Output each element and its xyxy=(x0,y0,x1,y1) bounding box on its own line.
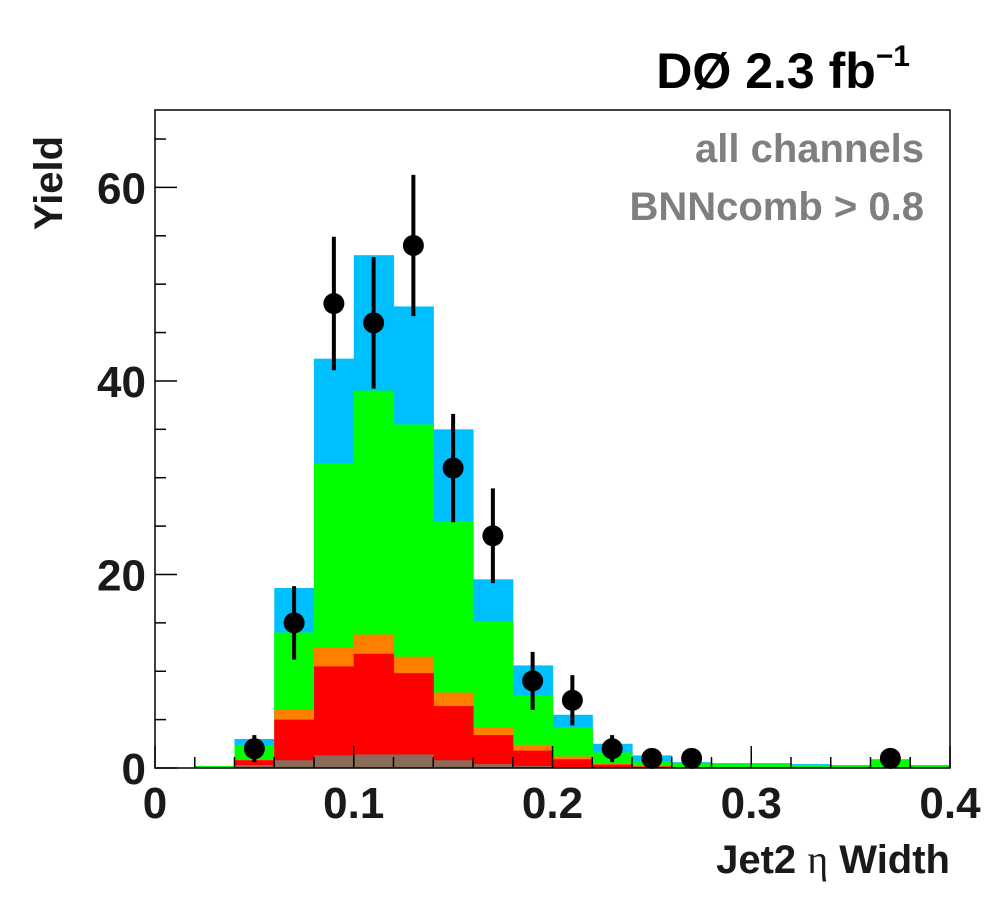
x-tick-label: 0.1 xyxy=(323,779,384,828)
x-axis-title: Jet2 η Width xyxy=(716,837,950,882)
data-point xyxy=(522,670,543,691)
histogram-bar xyxy=(433,760,473,768)
y-tick-label: 0 xyxy=(122,745,146,794)
x-tick-label: 0.4 xyxy=(919,779,981,828)
histogram-bar xyxy=(314,666,354,768)
data-point xyxy=(323,293,344,314)
annotation-channels: all channels xyxy=(695,127,924,171)
annotation-cut: BNNcomb > 0.8 xyxy=(629,185,924,229)
data-point xyxy=(244,738,265,759)
histogram-bar xyxy=(314,755,354,768)
x-tick-label: 0 xyxy=(143,779,167,828)
histogram-bar xyxy=(354,754,394,768)
histogram-bar xyxy=(394,754,434,768)
x-axis-title-symbol: η xyxy=(807,837,828,882)
chart-title: DØ 2.3 fb−1 xyxy=(656,40,910,99)
y-tick-label: 20 xyxy=(97,551,146,600)
data-point xyxy=(482,525,503,546)
histogram-bar xyxy=(433,706,473,768)
y-tick-label: 40 xyxy=(97,358,146,407)
data-point xyxy=(641,748,662,769)
y-tick-label: 60 xyxy=(97,164,146,213)
data-point xyxy=(403,235,424,256)
data-point xyxy=(562,690,583,711)
x-tick-label: 0.3 xyxy=(721,779,782,828)
data-point xyxy=(443,458,464,479)
x-axis-title-main: Jet2 xyxy=(716,838,807,882)
histogram-bar xyxy=(274,760,314,768)
data-point xyxy=(363,312,384,333)
chart-title-main: DØ 2.3 fb xyxy=(656,43,875,99)
data-point xyxy=(880,748,901,769)
histogram-bar xyxy=(354,654,394,768)
chart-title-superscript: −1 xyxy=(876,40,910,73)
data-point xyxy=(681,748,702,769)
histogram-bar xyxy=(473,735,513,768)
histogram-bar xyxy=(553,759,593,768)
histogram-bar xyxy=(394,673,434,768)
y-axis-title: Yield xyxy=(27,136,71,230)
data-point xyxy=(602,738,623,759)
data-point xyxy=(284,612,305,633)
x-tick-label: 0.2 xyxy=(522,779,583,828)
x-axis-title-end: Width xyxy=(828,838,950,882)
histogram-bar xyxy=(513,751,553,768)
